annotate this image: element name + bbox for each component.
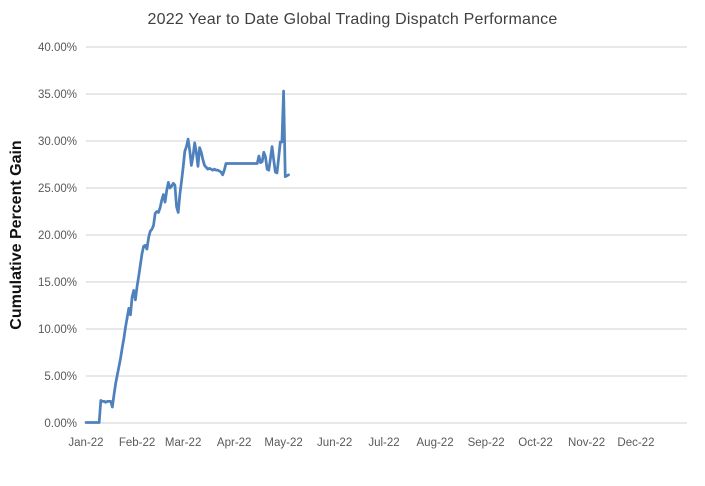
y-tick-label: 25.00% <box>38 183 77 195</box>
x-tick-label: Mar-22 <box>165 437 201 449</box>
y-tick-label: 35.00% <box>38 89 77 101</box>
x-tick-label: Jan-22 <box>68 437 103 449</box>
performance-line <box>84 89 290 424</box>
x-tick-label: May-22 <box>264 437 302 449</box>
y-tick-label: 40.00% <box>38 42 77 54</box>
x-tick-label: Nov-22 <box>568 437 605 449</box>
x-tick-label: Jun-22 <box>317 437 352 449</box>
x-tick-label: Sep-22 <box>468 437 505 449</box>
x-tick-label: Oct-22 <box>518 437 553 449</box>
chart-title: 2022 Year to Date Global Trading Dispatc… <box>147 11 558 28</box>
x-tick-label: Apr-22 <box>217 437 252 449</box>
y-axis-title: Cumulative Percent Gain <box>8 140 25 330</box>
y-tick-label: 15.00% <box>38 277 77 289</box>
x-tick-label: Dec-22 <box>617 437 654 449</box>
y-tick-label: 5.00% <box>44 371 77 383</box>
y-tick-label: 10.00% <box>38 324 77 336</box>
y-tick-label: 0.00% <box>44 418 77 430</box>
x-tick-label: Jul-22 <box>368 437 399 449</box>
x-tick-label: Feb-22 <box>119 437 155 449</box>
y-tick-label: 30.00% <box>38 136 77 148</box>
x-tick-label: Aug-22 <box>417 437 454 449</box>
y-tick-label: 20.00% <box>38 230 77 242</box>
